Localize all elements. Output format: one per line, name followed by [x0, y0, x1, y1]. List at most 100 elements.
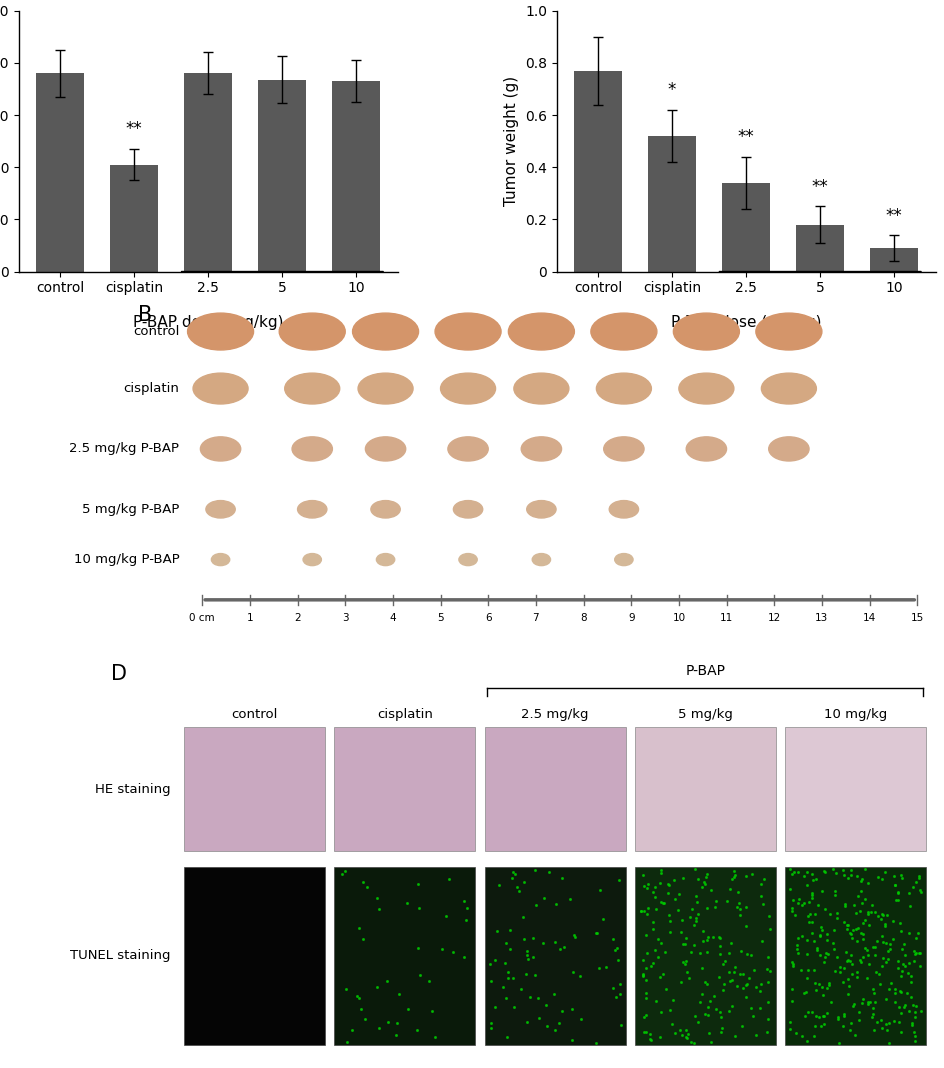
Point [859, 946, 874, 963]
Point [723, 933, 738, 951]
Point [807, 1018, 822, 1035]
Point [515, 909, 531, 926]
Point [655, 894, 670, 911]
Ellipse shape [187, 313, 253, 350]
Point [411, 900, 426, 917]
Point [742, 946, 757, 963]
Point [818, 945, 833, 962]
Point [592, 881, 607, 898]
Point [637, 960, 652, 977]
Point [878, 990, 893, 1007]
Point [654, 965, 669, 983]
Point [784, 892, 800, 909]
Point [846, 1026, 861, 1043]
Point [818, 979, 834, 996]
Point [904, 878, 919, 895]
Point [519, 1014, 534, 1031]
Point [458, 911, 473, 928]
Ellipse shape [370, 501, 400, 518]
Point [910, 867, 925, 884]
Point [333, 865, 348, 882]
Point [733, 1017, 749, 1034]
Point [809, 940, 824, 957]
Point [638, 879, 653, 896]
Point [738, 976, 753, 993]
Ellipse shape [193, 373, 247, 404]
Point [743, 1000, 758, 1017]
Text: TUNEL staining: TUNEL staining [70, 949, 170, 962]
Bar [258, 79, 306, 271]
Point [678, 953, 693, 970]
Point [907, 944, 922, 961]
Text: 3: 3 [342, 613, 348, 624]
Point [843, 965, 858, 983]
Point [899, 964, 914, 981]
Point [713, 1023, 728, 1040]
Point [609, 940, 624, 957]
Point [856, 911, 871, 928]
Point [807, 906, 822, 923]
Point [850, 920, 865, 937]
Point [759, 1010, 774, 1027]
Point [695, 932, 710, 949]
Point [891, 914, 906, 931]
Ellipse shape [531, 553, 550, 566]
Point [849, 969, 864, 986]
Point [483, 1020, 498, 1037]
Point [703, 1034, 718, 1051]
Point [801, 894, 816, 911]
Point [726, 862, 741, 879]
Point [437, 908, 452, 925]
Point [718, 892, 733, 909]
Point [498, 934, 514, 952]
Point [808, 941, 823, 958]
Point [511, 883, 526, 900]
Point [683, 943, 698, 960]
Point [782, 1014, 797, 1031]
Point [867, 947, 882, 964]
Point [604, 930, 619, 947]
Point [652, 893, 667, 910]
Point [853, 895, 868, 912]
Point [690, 906, 705, 923]
Point [886, 993, 902, 1010]
Point [489, 923, 504, 940]
Point [851, 1011, 866, 1028]
Point [667, 891, 683, 908]
Point [822, 993, 837, 1010]
Ellipse shape [685, 437, 726, 461]
Point [880, 951, 895, 968]
Point [379, 973, 395, 990]
Point [699, 931, 714, 948]
Point [840, 952, 855, 969]
Point [677, 955, 692, 972]
Point [339, 980, 354, 998]
Text: D: D [110, 664, 126, 684]
Point [893, 869, 908, 886]
Point [647, 889, 662, 906]
Point [686, 937, 701, 954]
Point [653, 864, 668, 881]
FancyBboxPatch shape [334, 866, 475, 1046]
Point [890, 953, 905, 970]
Ellipse shape [526, 501, 555, 518]
Point [541, 864, 556, 881]
Point [613, 1016, 628, 1033]
Text: 10 mg/kg P-BAP: 10 mg/kg P-BAP [74, 553, 179, 566]
Point [738, 988, 753, 1005]
Point [700, 999, 715, 1016]
Point [690, 1014, 705, 1031]
Point [885, 931, 900, 948]
Point [845, 998, 860, 1015]
Point [874, 906, 889, 923]
Point [803, 1003, 818, 1020]
Point [701, 1024, 716, 1041]
Point [692, 993, 707, 1010]
Bar [573, 70, 621, 271]
Point [535, 934, 550, 952]
Point [795, 985, 810, 1002]
Point [814, 922, 829, 939]
Point [741, 970, 756, 987]
Text: **: ** [811, 178, 828, 195]
Point [835, 959, 851, 976]
